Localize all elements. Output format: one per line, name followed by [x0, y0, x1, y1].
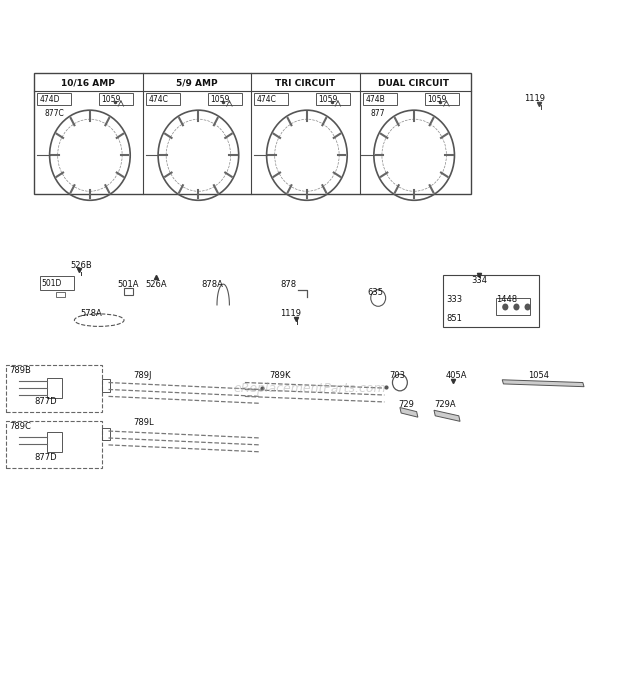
Text: 878A: 878A	[202, 280, 223, 288]
Bar	[425, 93, 459, 105]
Polygon shape	[400, 407, 418, 417]
Text: 877D: 877D	[34, 453, 56, 462]
Bar	[208, 93, 242, 105]
Circle shape	[525, 304, 531, 310]
Text: 851: 851	[446, 315, 463, 323]
Bar	[443, 275, 539, 327]
Text: 789L: 789L	[133, 419, 154, 427]
Text: 789B: 789B	[9, 367, 31, 375]
Bar	[37, 93, 71, 105]
Bar	[146, 93, 180, 105]
Text: 1119: 1119	[524, 94, 545, 103]
Text: 1059: 1059	[427, 95, 446, 103]
Text: 334: 334	[471, 277, 487, 285]
Bar	[46, 378, 62, 398]
Text: 789K: 789K	[270, 371, 291, 380]
Text: eReplacementParts.com: eReplacementParts.com	[234, 382, 386, 394]
Bar	[316, 93, 350, 105]
Text: 789J: 789J	[133, 371, 152, 380]
Text: 501A: 501A	[118, 280, 140, 288]
Text: 333: 333	[446, 295, 463, 304]
Text: 526A: 526A	[146, 280, 167, 288]
Circle shape	[502, 304, 508, 310]
Text: 878: 878	[280, 280, 296, 288]
Text: 474C: 474C	[257, 95, 277, 103]
Bar	[496, 298, 530, 315]
Bar	[40, 276, 74, 290]
Text: 474B: 474B	[365, 95, 385, 103]
Circle shape	[513, 304, 520, 310]
Text: 1059: 1059	[319, 95, 338, 103]
Text: 877C: 877C	[45, 109, 64, 118]
Text: 405A: 405A	[445, 371, 467, 380]
Text: 1448: 1448	[496, 295, 517, 304]
Bar	[6, 421, 102, 468]
Text: 877D: 877D	[34, 398, 56, 406]
Text: 1054: 1054	[528, 371, 549, 380]
Text: 729A: 729A	[434, 401, 456, 409]
Text: 635: 635	[367, 288, 383, 297]
Text: 703: 703	[389, 371, 405, 380]
Bar	[46, 432, 62, 452]
Text: 474D: 474D	[40, 95, 60, 103]
Text: 474C: 474C	[148, 95, 168, 103]
Polygon shape	[502, 380, 584, 387]
Bar	[102, 379, 110, 392]
Text: 5/9 AMP: 5/9 AMP	[176, 79, 218, 87]
Text: 1119: 1119	[280, 309, 301, 317]
Bar	[254, 93, 288, 105]
Text: TRI CIRCUIT: TRI CIRCUIT	[275, 79, 335, 87]
Text: 1059: 1059	[210, 95, 229, 103]
Bar	[102, 428, 110, 440]
Text: 1059: 1059	[102, 95, 121, 103]
Text: DUAL CIRCUIT: DUAL CIRCUIT	[378, 79, 450, 87]
Bar	[6, 365, 102, 412]
Text: 10/16 AMP: 10/16 AMP	[61, 79, 115, 87]
Polygon shape	[434, 410, 460, 421]
Bar	[34, 73, 471, 194]
Text: 578A: 578A	[81, 309, 102, 317]
Text: 877: 877	[371, 109, 385, 118]
Text: 729: 729	[398, 401, 414, 409]
Text: 526B: 526B	[70, 261, 92, 270]
Bar	[363, 93, 397, 105]
Text: 789C: 789C	[9, 422, 31, 430]
Text: 501D: 501D	[42, 279, 62, 288]
Bar	[99, 93, 133, 105]
